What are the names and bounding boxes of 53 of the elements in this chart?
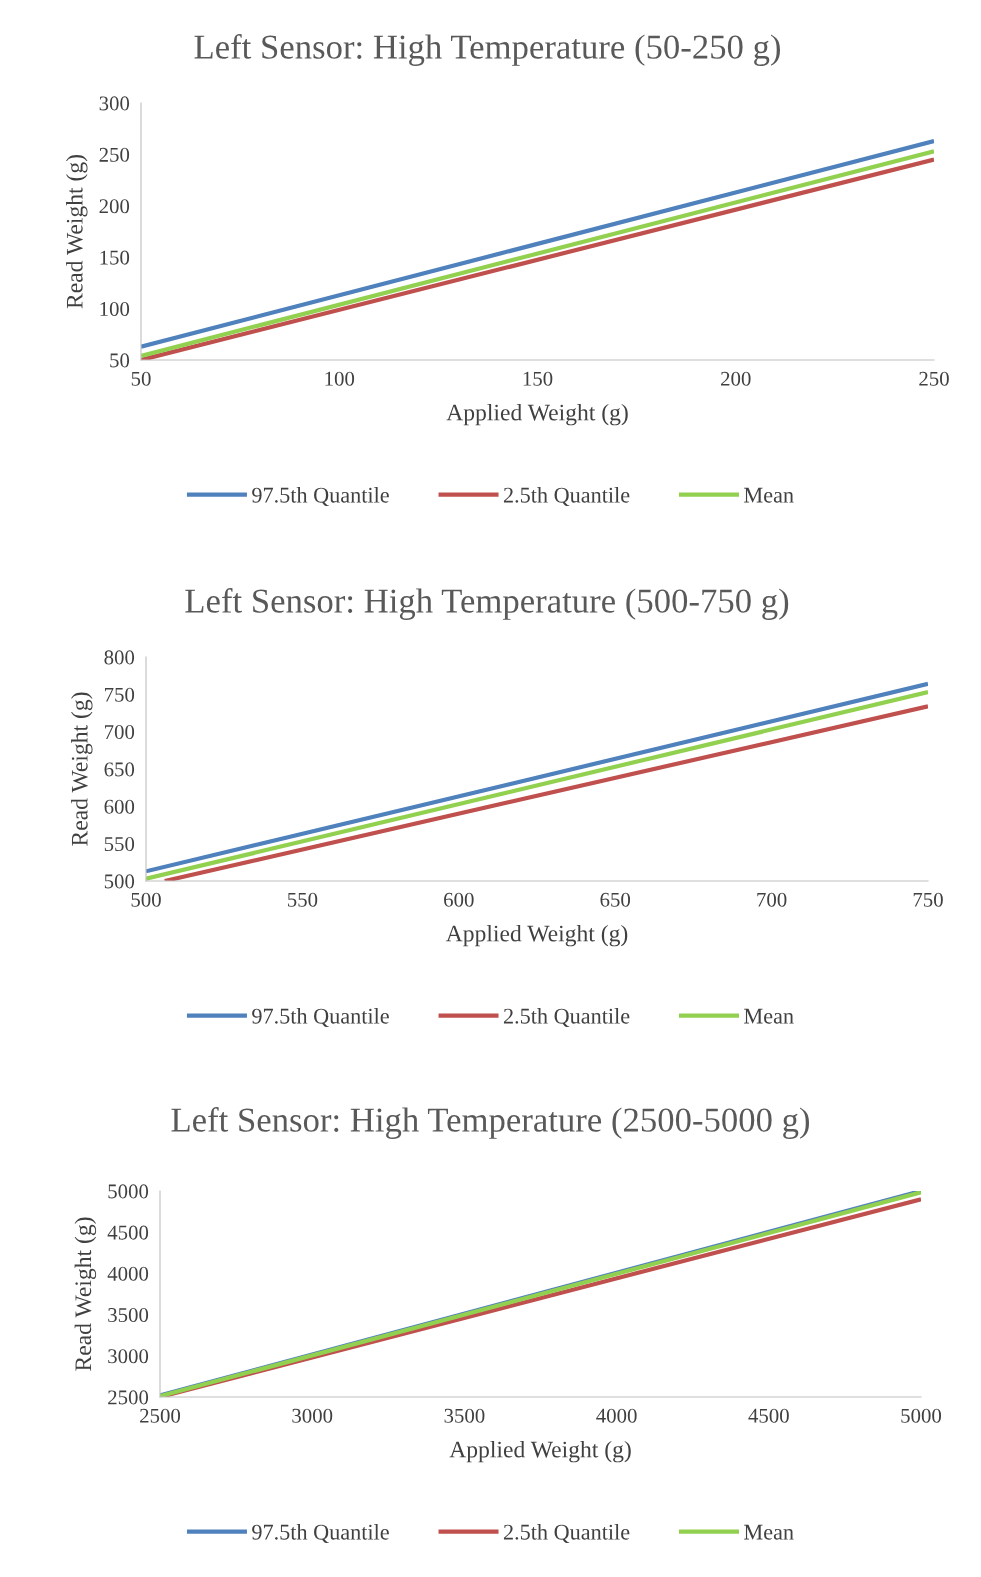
x-tick-label: 3000 — [292, 1408, 333, 1423]
y-tick-label: 800 — [104, 650, 135, 665]
y-tick-label: 4000 — [107, 1266, 149, 1281]
x-tick-label: 150 — [523, 371, 553, 386]
y-tick-label: 250 — [99, 147, 130, 162]
legend-label: 97.5th Quantile — [252, 486, 389, 507]
y-tick-label: 2500 — [108, 1390, 149, 1405]
y-tick-label: 3500 — [108, 1307, 149, 1323]
y-axis-title: Read Weight (g) — [71, 692, 93, 846]
x-tick-label: 550 — [287, 892, 318, 907]
y-tick-label: 600 — [104, 799, 135, 814]
x-tick-label: 200 — [721, 371, 751, 386]
y-tick-label: 5000 — [108, 1184, 149, 1199]
y-tick-label: 750 — [105, 687, 135, 702]
x-tick-label: 100 — [325, 371, 355, 386]
x-axis-title: Applied Weight (g) — [446, 403, 628, 426]
x-tick-label: 250 — [919, 371, 949, 386]
legend-label: 2.5th Quantile — [503, 486, 630, 507]
y-axis-title: Read Weight (g) — [74, 1217, 97, 1371]
x-tick-label: 4500 — [748, 1408, 789, 1423]
y-tick-label: 200 — [99, 199, 130, 214]
x-tick-label: 500 — [131, 892, 161, 907]
y-tick-label: 4500 — [107, 1225, 149, 1240]
x-tick-label: 5000 — [901, 1408, 942, 1423]
legend-label: Mean — [744, 1008, 794, 1024]
y-tick-label: 3000 — [108, 1349, 149, 1364]
y-tick-label: 100 — [100, 301, 130, 317]
x-axis-title: Applied Weight (g) — [445, 924, 628, 947]
x-axis-title: Applied Weight (g) — [449, 1440, 631, 1463]
x-tick-label: 700 — [757, 892, 787, 907]
y-tick-label: 700 — [105, 725, 135, 740]
legend-label: 2.5th Quantile — [503, 1523, 630, 1544]
x-tick-label: 3500 — [444, 1408, 485, 1423]
x-tick-label: 600 — [444, 892, 474, 907]
legend-label: 97.5th Quantile — [252, 1523, 389, 1544]
chart-title: Left Sensor: High Temperature (50-250 g) — [194, 34, 780, 66]
x-tick-label: 2500 — [140, 1408, 181, 1423]
y-tick-label: 550 — [104, 837, 135, 852]
y-tick-label: 650 — [104, 762, 135, 777]
legend-label: Mean — [744, 1524, 794, 1540]
legend-label: 2.5th Quantile — [503, 1007, 630, 1028]
chart-title: Left Sensor: High Temperature (500-750 g) — [185, 588, 789, 620]
y-tick-label: 150 — [100, 250, 130, 265]
x-tick-label: 750 — [913, 892, 943, 907]
y-axis-title: Read Weight (g) — [66, 155, 88, 309]
legend-label: Mean — [744, 487, 794, 503]
y-tick-label: 300 — [99, 96, 130, 111]
x-tick-label: 4000 — [596, 1408, 637, 1423]
chart-title: Left Sensor: High Temperature (2500-5000 g) — [171, 1107, 810, 1139]
legend-label: 97.5th Quantile — [252, 1007, 389, 1028]
y-tick-label: 50 — [110, 353, 130, 368]
y-tick-label: 500 — [104, 874, 135, 889]
x-tick-label: 650 — [600, 892, 631, 907]
